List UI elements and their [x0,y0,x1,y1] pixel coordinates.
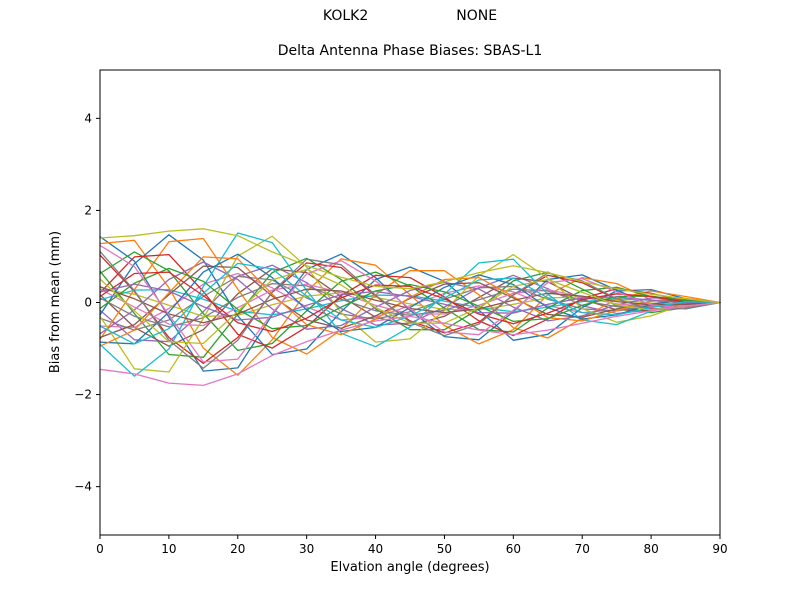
series-line-s16 [99,265,721,339]
x-tick-label: 40 [368,542,383,556]
axes-title: Delta Antenna Phase Biases: SBAS-L1 [277,43,543,59]
series-line-s28 [99,250,721,369]
x-tick-label: 10 [161,542,176,556]
x-tick-label: 80 [643,542,658,556]
x-tick-label: 60 [506,542,521,556]
series-line-s24 [99,271,721,333]
y-tick-label: 0 [84,296,92,310]
series-line-s31 [99,301,721,387]
series-line-s32 [99,228,721,304]
series-line-s25 [99,283,721,321]
series-line-s19 [99,235,721,373]
y-tick-label: −4 [74,480,92,494]
x-tick-label: 90 [712,542,727,556]
series-line-s01 [99,236,721,372]
series-line-s09 [99,288,721,317]
series-line-s22 [99,256,721,347]
series-line-s11 [99,234,721,356]
x-tick-label: 50 [437,542,452,556]
receiver-name: NONE [456,8,498,24]
series-line-s20 [99,232,721,377]
y-tick-label: 4 [84,111,92,125]
x-tick-label: 0 [96,542,104,556]
x-tick-label: 20 [230,542,245,556]
x-tick-label: 70 [575,542,590,556]
figure-title: KOLK2 NONE [100,8,720,24]
station-name: KOLK2 [322,8,369,24]
series-line-s02 [99,239,721,376]
series-line-s17 [99,283,721,327]
series-line-s29 [99,268,721,345]
series-line-s27 [99,244,721,363]
y-tick-label: 2 [84,203,92,217]
x-tick-label: 30 [299,542,314,556]
y-tick-label: −2 [74,388,92,402]
series-line-s03 [99,257,721,358]
x-axis-label: Elvation angle (degrees) [330,560,490,575]
series-line-s07 [99,272,721,329]
